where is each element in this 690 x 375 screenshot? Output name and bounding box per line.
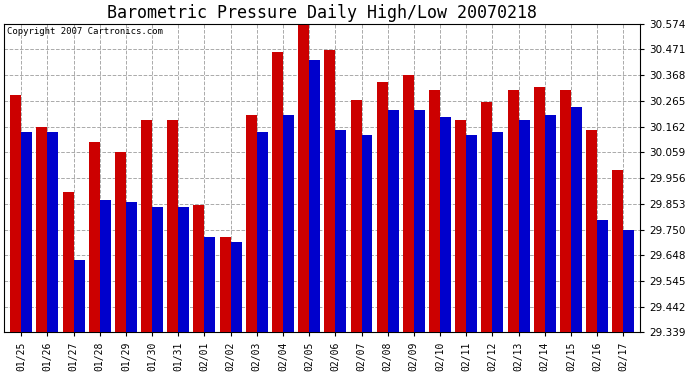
Bar bbox=[482, 102, 493, 332]
Bar bbox=[309, 60, 320, 332]
Bar bbox=[414, 110, 425, 332]
Bar bbox=[403, 75, 414, 332]
Bar bbox=[63, 192, 74, 332]
Bar bbox=[493, 132, 504, 332]
Bar bbox=[612, 170, 623, 332]
Bar bbox=[89, 142, 100, 332]
Bar bbox=[37, 127, 48, 332]
Bar bbox=[272, 52, 283, 332]
Bar bbox=[362, 135, 373, 332]
Bar bbox=[544, 115, 555, 332]
Bar bbox=[440, 117, 451, 332]
Bar bbox=[115, 152, 126, 332]
Bar bbox=[10, 95, 21, 332]
Title: Barometric Pressure Daily High/Low 20070218: Barometric Pressure Daily High/Low 20070… bbox=[107, 4, 538, 22]
Bar bbox=[335, 130, 346, 332]
Bar bbox=[204, 237, 215, 332]
Bar bbox=[298, 25, 309, 332]
Bar bbox=[324, 50, 335, 332]
Bar bbox=[126, 202, 137, 332]
Bar bbox=[508, 90, 519, 332]
Bar bbox=[623, 230, 634, 332]
Bar bbox=[586, 130, 597, 332]
Bar bbox=[48, 132, 59, 332]
Bar bbox=[597, 220, 608, 332]
Bar bbox=[178, 207, 189, 332]
Bar bbox=[21, 132, 32, 332]
Bar bbox=[219, 237, 230, 332]
Bar bbox=[167, 120, 178, 332]
Bar bbox=[246, 115, 257, 332]
Bar bbox=[283, 115, 294, 332]
Bar bbox=[455, 120, 466, 332]
Bar bbox=[534, 87, 544, 332]
Bar bbox=[193, 205, 204, 332]
Bar bbox=[560, 90, 571, 332]
Bar bbox=[257, 132, 268, 332]
Bar bbox=[429, 90, 440, 332]
Bar bbox=[571, 107, 582, 332]
Bar bbox=[230, 242, 241, 332]
Bar bbox=[100, 200, 110, 332]
Bar bbox=[351, 100, 362, 332]
Bar bbox=[519, 120, 529, 332]
Bar bbox=[466, 135, 477, 332]
Bar bbox=[152, 207, 163, 332]
Bar bbox=[74, 260, 85, 332]
Bar bbox=[388, 110, 399, 332]
Bar bbox=[141, 120, 152, 332]
Text: Copyright 2007 Cartronics.com: Copyright 2007 Cartronics.com bbox=[8, 27, 164, 36]
Bar bbox=[377, 82, 388, 332]
